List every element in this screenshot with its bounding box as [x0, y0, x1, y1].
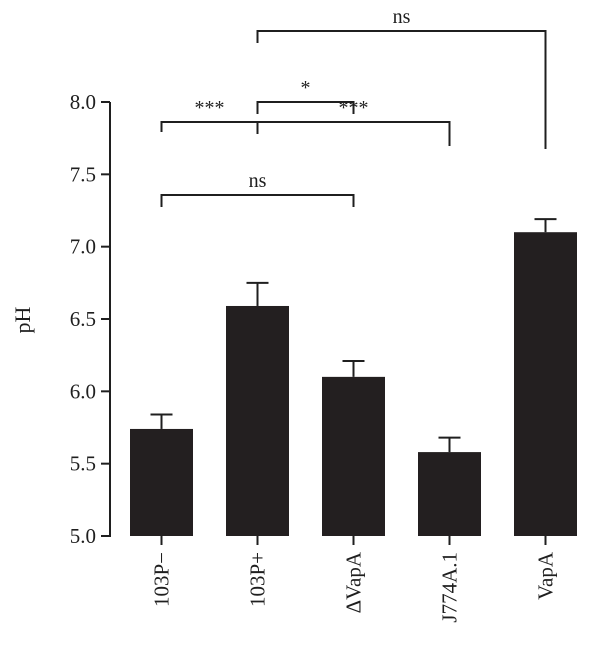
y-tick-label: 5.0: [70, 524, 96, 548]
y-tick-label: 7.5: [70, 162, 96, 186]
x-category-label: 103P−: [150, 552, 174, 607]
y-tick-label: 8.0: [70, 90, 96, 114]
significance-label: ns: [393, 6, 411, 28]
significance-bracket: [160, 121, 259, 132]
bar: [514, 232, 577, 536]
significance-label: *: [301, 77, 311, 99]
y-tick-label: 7.0: [70, 235, 96, 259]
x-category-label: J774A.1: [438, 552, 462, 623]
bar: [130, 428, 193, 536]
significance-bracket: [256, 121, 451, 146]
x-category-label: VapA: [534, 551, 558, 600]
y-tick-label: 6.0: [70, 379, 96, 403]
significance-label: ***: [195, 97, 225, 119]
y-axis-title: pH: [10, 306, 35, 333]
significance-bracket: [256, 30, 547, 149]
bar: [226, 305, 289, 536]
y-tick-label: 5.5: [70, 452, 96, 476]
y-tick-label: 6.5: [70, 307, 96, 331]
significance-bracket: [160, 194, 355, 207]
x-category-label: 103P+: [246, 552, 270, 607]
bar: [322, 376, 385, 536]
significance-label: ns: [249, 170, 267, 192]
x-category-label: ΔVapA: [342, 551, 366, 613]
significance-label: ***: [339, 97, 369, 119]
significance-bracket: [256, 101, 355, 114]
bar: [418, 452, 481, 536]
